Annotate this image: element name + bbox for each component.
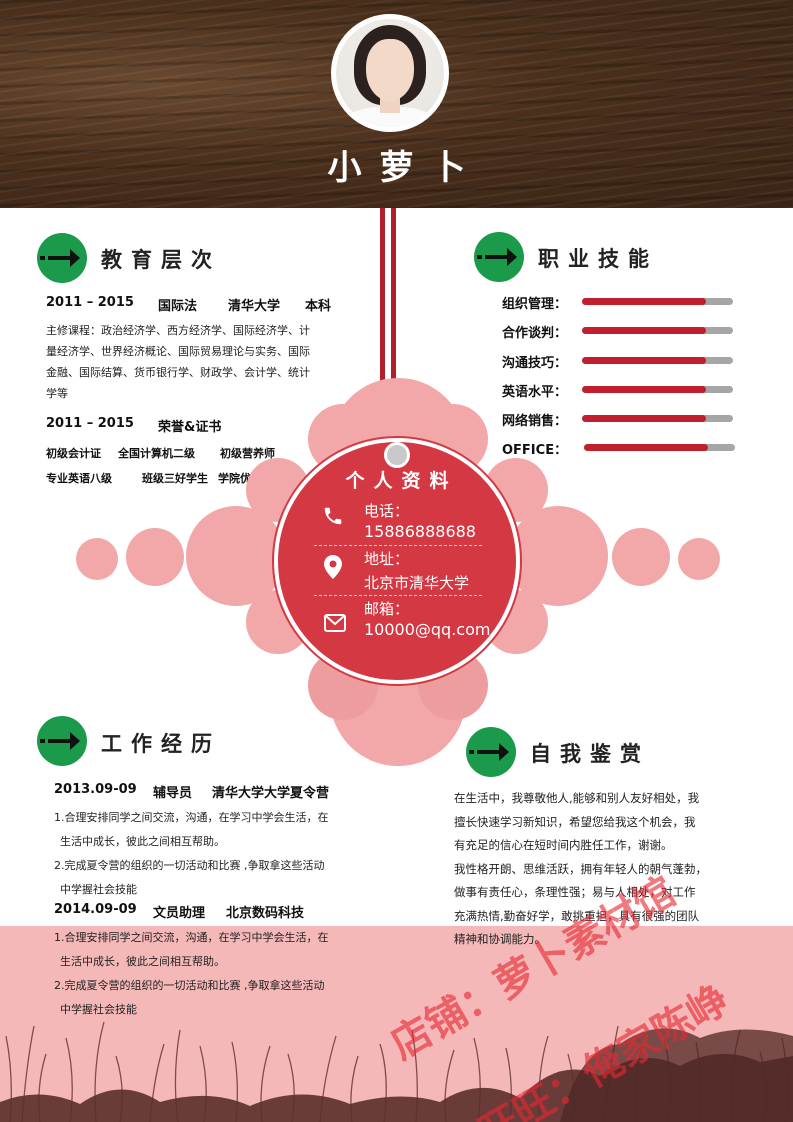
work-title: 工作经历 [101,732,221,756]
profile-card [274,438,520,684]
deco-circle [126,528,184,586]
arrow-icon [37,233,87,283]
job-date: 2014.09-09 [54,902,137,917]
cert-item: 初级营养师 [220,447,275,460]
skill-bar [582,386,733,393]
job-org: 清华大学大学夏令营 [212,786,330,801]
footer-band [0,926,793,1122]
job-role: 文员助理 [153,906,206,921]
cert-item: 专业英语八级 [46,472,112,485]
skill-bar [582,298,733,305]
address-label: 地址： [364,550,410,568]
mail-icon [324,614,346,632]
skill-bar-fill [584,444,708,451]
hanging-string-right [391,208,396,448]
email-label: 邮箱： [364,600,410,618]
skill-bar [582,357,733,364]
phone-label: 电话： [364,502,410,520]
education-title: 教育层次 [101,248,221,272]
skills-title: 职业技能 [538,247,658,271]
deco-circle [508,506,608,606]
divider [314,595,482,596]
job-date: 2013.09-09 [54,782,137,797]
job-org: 北京数码科技 [226,906,305,921]
hang-hole [384,442,410,468]
phone-value: 15886888688 [364,522,476,541]
skill-bar-fill [582,386,706,393]
hanging-string-left [380,208,385,448]
skill-bar-fill [582,357,706,364]
cert-item: 初级会计证 [46,447,101,460]
edu-courses: 主修课程：政治经济学、西方经济学、国际经济学、计 量经济学、世界经济概论、国际贸… [46,324,310,400]
divider [314,545,482,546]
profile-title: 个人资料 [345,470,458,492]
skill-label: OFFICE： [502,443,568,458]
job-description: 1.合理安排同学之间交流，沟通，在学习中学会生活，在 生活中成长，彼此之间相互帮… [54,811,329,896]
address-value: 北京市清华大学 [364,574,470,592]
cert-item: 全国计算机二级 [118,447,195,460]
edu-school: 清华大学 [228,299,281,314]
skill-label: 沟通技巧： [502,356,568,371]
deco-circle [612,528,670,586]
self-description: 在生活中，我尊敬他人,能够和别人友好相处，我 擅长快速学习新知识，希望您给我这个… [454,791,707,946]
deco-circle [186,506,286,606]
phone-icon [324,507,342,525]
skill-bar [584,444,735,451]
grass-silhouette [0,1021,793,1122]
edu-major: 国际法 [158,299,198,314]
arrow-icon [466,727,516,777]
skill-label: 英语水平： [502,385,568,400]
skill-bar-fill [582,298,706,305]
email-value: 10000@qq.com [364,620,491,639]
skill-label: 组织管理： [502,297,568,312]
deco-circle [678,538,720,580]
arrow-icon [37,716,87,766]
person-name: 小萝卜 [327,148,484,188]
skill-bar [582,415,733,422]
deco-circle [76,538,118,580]
honor-period: 2011 – 2015 [46,416,134,431]
location-icon [324,555,342,579]
job-role: 辅导员 [153,786,193,801]
job-description: 1.合理安排同学之间交流，沟通，在学习中学会生活，在 生活中成长，彼此之间相互帮… [54,931,329,1016]
edu-degree: 本科 [305,299,332,314]
skill-bar-fill [582,327,706,334]
honor-title: 荣誉&证书 [158,420,222,435]
skill-bar-fill [582,415,706,422]
self-title: 自我鉴赏 [530,742,650,766]
cert-item: 班级三好学生 [142,472,208,485]
skill-bar [582,327,733,334]
skill-label: 网络销售： [502,414,568,429]
edu-period: 2011 – 2015 [46,295,134,310]
skill-label: 合作谈判： [502,326,568,341]
arrow-icon [474,232,524,282]
avatar [331,14,449,132]
